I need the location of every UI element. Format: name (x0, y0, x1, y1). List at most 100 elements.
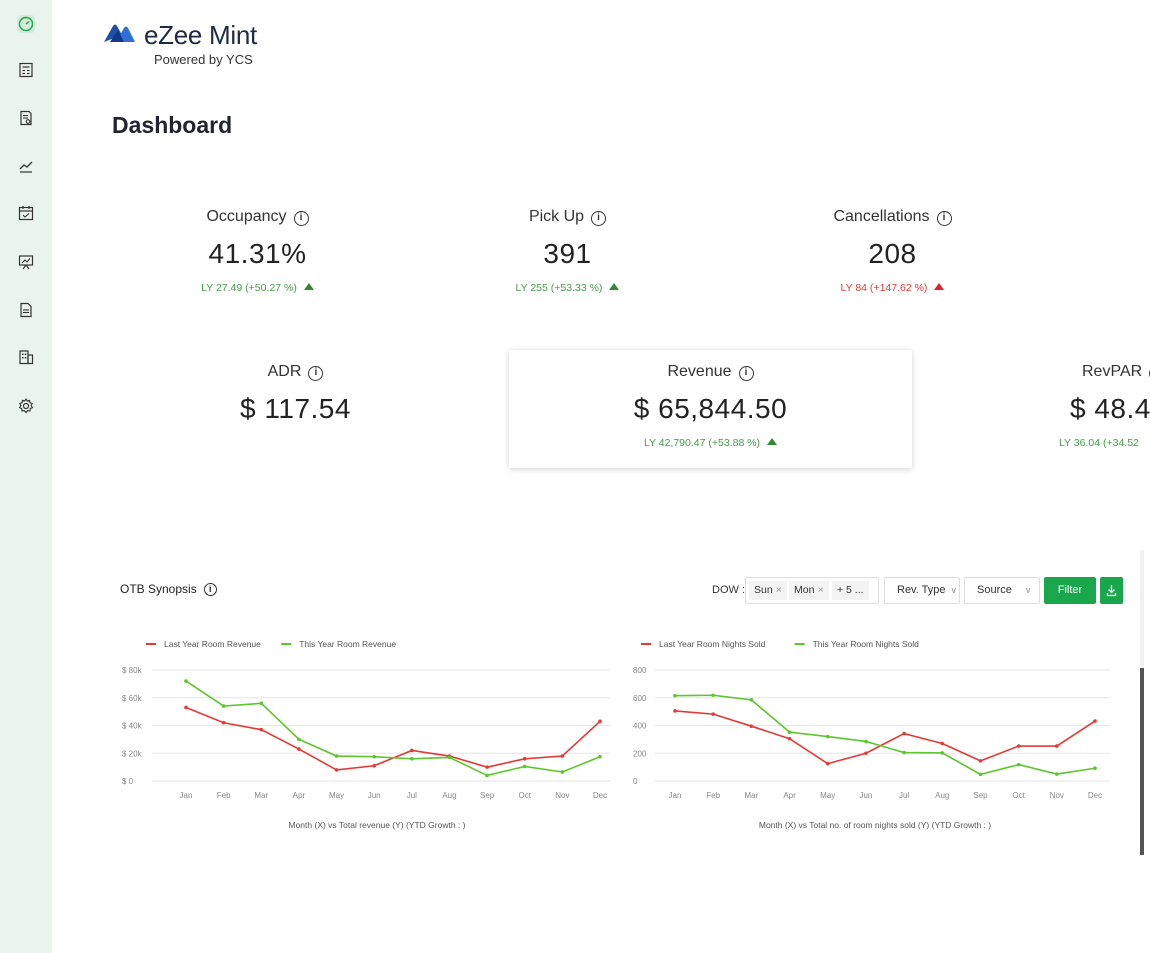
revenue-line-chart: Last Year Room Revenue This Year Room Rev… (122, 639, 610, 830)
data-point[interactable] (940, 751, 945, 755)
data-point[interactable] (522, 757, 527, 761)
data-point[interactable] (1055, 744, 1059, 748)
data-point[interactable] (940, 741, 945, 746)
data-point[interactable] (1016, 744, 1021, 748)
data-point[interactable] (598, 719, 602, 724)
info-icon[interactable]: i (738, 366, 754, 381)
data-point[interactable] (259, 701, 264, 706)
data-point[interactable] (184, 679, 188, 683)
x-tick-label: Jan (669, 791, 682, 800)
data-point[interactable] (787, 736, 792, 741)
dow-select[interactable]: Sun × Mon × + 5 ... (745, 577, 879, 604)
data-point[interactable] (864, 739, 868, 744)
close-icon[interactable]: × (775, 584, 782, 596)
data-point[interactable] (372, 754, 376, 759)
close-icon[interactable]: × (817, 584, 824, 596)
data-point[interactable] (1093, 719, 1097, 723)
data-point[interactable] (447, 755, 452, 760)
dow-label: DOW : (712, 584, 745, 596)
data-point[interactable] (825, 734, 830, 739)
data-point[interactable] (372, 763, 376, 768)
y-tick-label: 0 (633, 777, 638, 786)
filter-button[interactable]: Filter (1044, 577, 1096, 604)
x-tick-label: Dec (593, 791, 607, 800)
dow-chip-mon[interactable]: Mon × (789, 581, 829, 600)
data-point[interactable] (334, 768, 339, 772)
data-point[interactable] (749, 698, 754, 702)
data-point[interactable] (598, 754, 602, 759)
presentation-chart-icon[interactable] (17, 253, 35, 271)
kpi-last-year: LY 27.49 (+50.27 %) (201, 282, 297, 294)
y-tick-label: $ 40k (122, 722, 143, 731)
calculator-icon[interactable] (17, 61, 35, 79)
x-tick-label: Jan (180, 791, 193, 800)
data-point[interactable] (259, 727, 264, 732)
legend-label[interactable]: Last Year Room Revenue (164, 639, 261, 649)
kpi-pickup: Pick Up i 391 LY 255 (+53.33 %) (480, 208, 655, 294)
kpi-label: ADR (267, 363, 302, 380)
speedometer-icon[interactable] (17, 15, 35, 33)
dow-chip-sun[interactable]: Sun × (749, 581, 787, 600)
data-point[interactable] (978, 772, 983, 777)
receipt-icon[interactable] (17, 109, 35, 127)
info-icon[interactable]: i (591, 211, 607, 226)
scrollbar-thumb[interactable] (1140, 668, 1144, 855)
legend-label[interactable]: Last Year Room Nights Sold (659, 639, 766, 649)
app-name: eZee Mint (144, 20, 257, 50)
data-point[interactable] (297, 747, 301, 751)
data-point[interactable] (560, 770, 565, 774)
chevron-down-icon: v (951, 585, 957, 595)
dow-chip-more[interactable]: + 5 ... (832, 581, 869, 600)
x-tick-label: Sep (480, 791, 495, 800)
data-point[interactable] (749, 724, 754, 728)
data-point[interactable] (485, 773, 489, 778)
data-point[interactable] (1093, 766, 1097, 771)
data-point[interactable] (410, 757, 414, 761)
data-point[interactable] (902, 750, 906, 755)
data-point[interactable] (711, 712, 715, 716)
data-point[interactable] (673, 709, 677, 713)
data-point[interactable] (978, 759, 983, 763)
data-point[interactable] (522, 764, 527, 769)
kpi-last-year: LY 42,790.47 (+53.88 %) (643, 437, 761, 449)
data-point[interactable] (864, 751, 868, 756)
data-point[interactable] (825, 761, 830, 766)
info-icon[interactable]: i (203, 583, 217, 596)
data-point[interactable] (334, 754, 339, 758)
x-tick-label: Apr (783, 791, 796, 800)
data-point[interactable] (673, 693, 677, 698)
download-button[interactable] (1100, 577, 1123, 604)
data-point[interactable] (297, 737, 301, 742)
calendar-icon[interactable] (17, 204, 35, 222)
document-icon[interactable] (17, 301, 35, 319)
y-tick-label: $ 20k (122, 749, 143, 758)
data-point[interactable] (560, 754, 565, 758)
building-icon[interactable] (17, 348, 35, 366)
gear-icon[interactable] (17, 397, 35, 415)
data-point[interactable] (1016, 762, 1021, 767)
data-point[interactable] (787, 730, 792, 734)
rev-type-dropdown[interactable]: Rev. Type v (884, 577, 960, 604)
data-point[interactable] (485, 765, 489, 769)
data-point[interactable] (410, 748, 414, 753)
info-icon[interactable]: i (308, 366, 324, 381)
data-point[interactable] (902, 731, 906, 736)
x-tick-label: Jun (859, 791, 872, 800)
kpi-revpar: RevPARi $ 48.4 LY 36.04 (+34.52 (1059, 363, 1150, 449)
data-point[interactable] (221, 720, 226, 725)
chip-label: Mon (794, 584, 815, 596)
data-point[interactable] (221, 704, 226, 708)
kpi-adr: ADR i $ 117.54 (208, 363, 383, 425)
data-point[interactable] (184, 705, 188, 710)
x-tick-label: May (820, 791, 835, 800)
info-icon[interactable]: i (293, 211, 309, 226)
info-icon[interactable]: i (936, 211, 952, 226)
x-tick-label: Mar (254, 791, 268, 800)
data-point[interactable] (1055, 772, 1059, 776)
legend-label[interactable]: This Year Room Nights Sold (813, 639, 920, 649)
legend-label[interactable]: This Year Room Revenue (299, 639, 396, 649)
source-dropdown[interactable]: Source v (964, 577, 1040, 604)
revenue-card (509, 350, 912, 468)
trend-chart-icon[interactable] (17, 157, 35, 175)
data-point[interactable] (711, 693, 715, 698)
